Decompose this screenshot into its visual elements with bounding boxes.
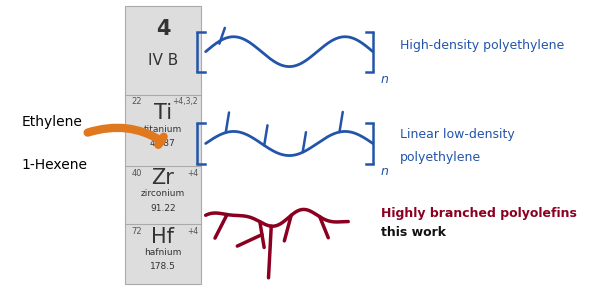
Text: Ethylene: Ethylene [22,115,83,129]
Text: IV B: IV B [147,53,178,68]
Text: High-density polyethylene: High-density polyethylene [400,39,565,53]
Text: +4: +4 [187,226,198,236]
Text: 40: 40 [132,169,142,178]
Text: 47.87: 47.87 [150,139,176,148]
Text: +4: +4 [187,169,198,178]
Text: Zr: Zr [152,168,175,188]
Text: $n$: $n$ [379,165,388,178]
Text: 178.5: 178.5 [150,262,176,272]
Text: 22: 22 [132,97,142,106]
Text: $n$: $n$ [379,73,388,86]
Text: 72: 72 [132,226,142,236]
Text: Highly branched polyolefins: Highly branched polyolefins [381,207,577,220]
Text: polyethylene: polyethylene [400,151,482,164]
Text: +4,3,2: +4,3,2 [172,97,198,106]
Text: Linear low-density: Linear low-density [400,128,515,141]
FancyBboxPatch shape [125,6,200,284]
Text: Hf: Hf [151,227,175,247]
Text: this work: this work [381,226,446,239]
Text: hafnium: hafnium [144,248,182,257]
Text: 91.22: 91.22 [150,203,176,213]
Text: Ti: Ti [154,103,172,123]
Text: zirconium: zirconium [141,189,185,198]
Text: 1-Hexene: 1-Hexene [22,158,88,172]
Text: 4: 4 [156,19,170,39]
Text: titanium: titanium [144,125,182,134]
